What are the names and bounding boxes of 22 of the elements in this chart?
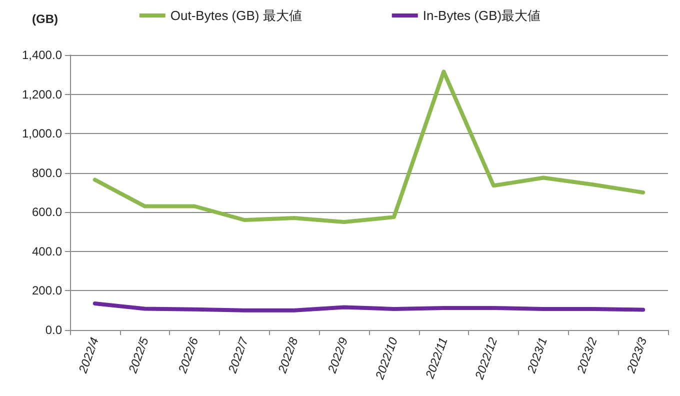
x-tick-label: 2022/7 [224,334,252,376]
line-series [92,70,646,224]
x-tick-label: 2022/4 [75,335,102,376]
legend-label: Out-Bytes (GB) 最大値 [170,8,302,23]
y-tick-label: 400.0 [32,244,62,258]
y-tick-label: 1,200.0 [22,87,62,102]
y-tick-label: 0.0 [45,323,62,337]
x-tick-label: 2022/6 [175,335,202,376]
y-tick-label: 1,400.0 [22,48,62,62]
y-axis-title: (GB) [32,12,58,26]
x-tick-label: 2023/3 [624,335,650,376]
x-tick-label: 2022/8 [274,335,301,376]
x-tick-label: 2022/5 [125,335,152,376]
x-tick-label: 2023/1 [524,336,550,376]
x-tick-label: 2022/9 [324,335,351,376]
y-tick-label: 600.0 [32,205,62,220]
y-tick-label: 200.0 [32,284,62,298]
line-series [92,301,646,312]
y-tick-label: 1,000.0 [22,126,62,141]
legend-label: In-Bytes (GB)最大値 [422,8,541,23]
y-tick-label: 800.0 [32,166,62,180]
x-tick-label: 2023/2 [574,335,600,376]
